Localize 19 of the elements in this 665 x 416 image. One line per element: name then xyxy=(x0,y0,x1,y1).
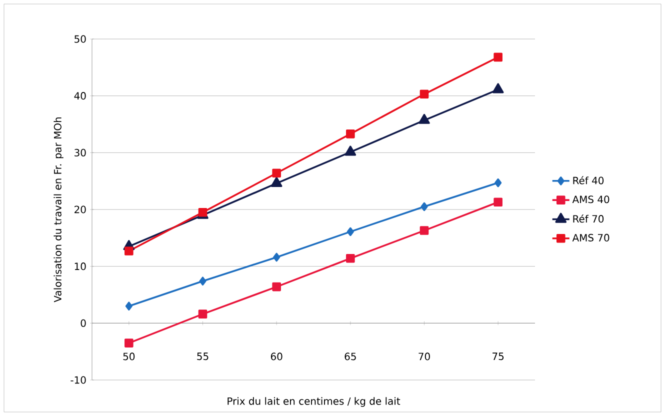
x-axis-title: Prix du lait en centimes / kg de lait xyxy=(228,397,400,407)
x-tick-label: 60 xyxy=(270,352,282,360)
legend-label: AMS 70 xyxy=(572,234,610,242)
x-tick-label: 50 xyxy=(123,352,135,360)
y-tick-label: 40 xyxy=(74,92,86,100)
y-tick-label: 30 xyxy=(74,148,86,156)
y-tick-label: 20 xyxy=(74,206,86,214)
legend-label: Réf 70 xyxy=(573,214,604,223)
legend-label: AMS 40 xyxy=(572,196,610,204)
y-tick-label: -10 xyxy=(70,376,86,384)
x-tick-label: 55 xyxy=(197,352,208,360)
y-tick-label: 50 xyxy=(74,35,86,43)
legend-label: Réf 40 xyxy=(573,176,604,184)
y-tick-label: 10 xyxy=(74,262,86,270)
y-axis-title: Valorisation du travail en Fr. par MOh xyxy=(54,117,64,302)
x-tick-label: 65 xyxy=(344,352,356,360)
x-tick-label: 70 xyxy=(418,352,430,360)
y-tick-label: 0 xyxy=(80,319,86,327)
x-tick-label: 75 xyxy=(492,352,504,360)
